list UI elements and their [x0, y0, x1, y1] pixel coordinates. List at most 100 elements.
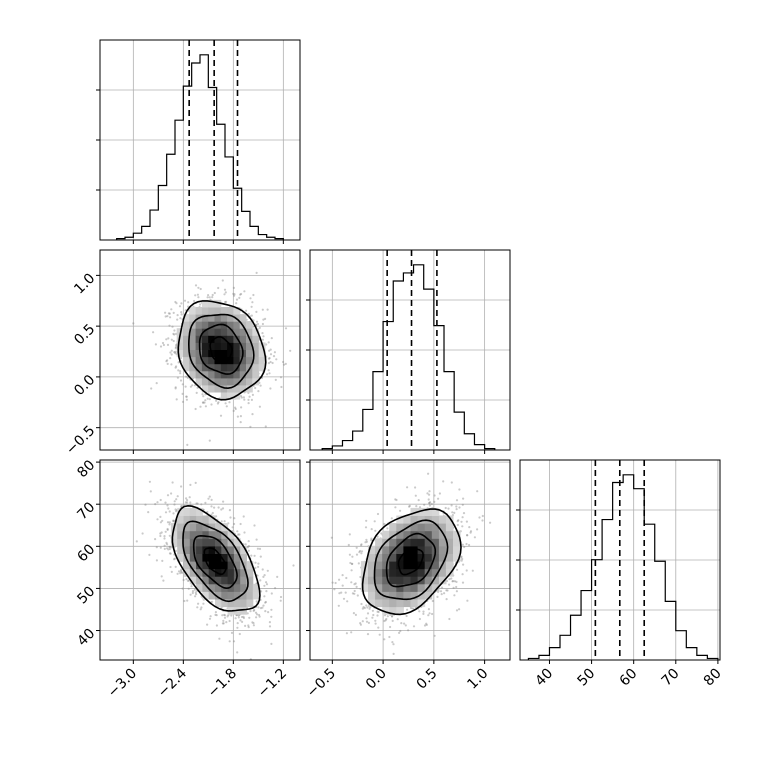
- scatter-point: [176, 314, 179, 317]
- density-cell: [221, 538, 229, 547]
- scatter-point: [222, 619, 225, 623]
- histogram-step: [527, 474, 719, 660]
- density-cell: [424, 561, 433, 570]
- density-cell: [208, 356, 215, 365]
- scatter-point: [238, 632, 241, 636]
- scatter-point: [448, 617, 451, 621]
- density-cell: [227, 314, 234, 322]
- density-cell: [438, 568, 447, 577]
- scatter-point: [247, 540, 250, 543]
- density-cell: [208, 523, 216, 532]
- scatter-point: [213, 291, 216, 295]
- density-cell: [389, 568, 397, 577]
- density-cell: [382, 599, 390, 608]
- density-cell: [208, 515, 216, 524]
- scatter-point: [476, 528, 479, 531]
- scatter-point: [370, 539, 373, 542]
- scatter-point: [189, 385, 192, 388]
- scatter-point: [468, 526, 471, 529]
- density-cell: [189, 507, 197, 516]
- scatter-point: [456, 568, 459, 571]
- density-cell: [208, 591, 216, 600]
- scatter-point: [175, 365, 178, 368]
- scatter-point: [430, 502, 433, 506]
- scatter-point: [368, 607, 371, 610]
- histogram-p0: [96, 40, 300, 244]
- scatter-point: [195, 593, 198, 596]
- density-cell: [445, 545, 454, 554]
- scatter-point: [172, 512, 175, 515]
- scatter-point: [256, 574, 259, 577]
- scatter-point: [172, 520, 175, 523]
- density-cell: [227, 576, 235, 585]
- density-cell: [227, 545, 235, 554]
- density-cell: [176, 349, 184, 358]
- scatter-point: [170, 308, 173, 311]
- scatter-point: [174, 350, 177, 353]
- scatter-point: [270, 337, 273, 340]
- density-cell: [368, 599, 376, 608]
- scatter-point: [168, 547, 171, 551]
- density-cell: [375, 561, 383, 570]
- density-cell: [201, 363, 209, 372]
- density-cell: [221, 576, 229, 585]
- scatter-point: [247, 312, 250, 315]
- scatter-point: [252, 609, 255, 613]
- density-cell: [220, 349, 228, 358]
- scatter-point: [450, 577, 453, 580]
- scatter-point: [238, 296, 241, 299]
- density-cell: [246, 370, 253, 379]
- scatter-point: [159, 546, 162, 549]
- scatter-point: [163, 547, 166, 551]
- scatter-point: [385, 617, 388, 621]
- density-cell: [258, 363, 266, 372]
- scatter-point: [258, 405, 261, 408]
- scatter-point: [188, 496, 191, 499]
- scatter-point: [166, 547, 169, 550]
- scatter-point: [166, 343, 170, 346]
- scatter-point: [448, 583, 451, 586]
- density-cell: [389, 538, 397, 547]
- scatter-point: [180, 311, 183, 314]
- density-cell: [233, 377, 241, 386]
- scatter-point: [169, 316, 172, 319]
- density-cell: [208, 328, 215, 336]
- density-cell: [196, 568, 203, 577]
- scatter-point: [180, 485, 183, 488]
- scatter-point: [275, 358, 278, 361]
- scatter-point: [250, 554, 253, 557]
- density-cell: [438, 576, 447, 585]
- scatter-point: [456, 523, 459, 527]
- scatter-point: [418, 617, 421, 621]
- scatter-point: [437, 497, 440, 500]
- density-cell: [220, 328, 228, 336]
- density-cell: [368, 568, 376, 577]
- density-cell: [208, 342, 215, 350]
- density-cell: [201, 307, 209, 315]
- scatter-point: [255, 310, 258, 313]
- scatter-point: [450, 481, 453, 484]
- scatter-point: [383, 614, 387, 617]
- scatter-point: [456, 520, 459, 523]
- contours: [361, 508, 462, 616]
- density-cell: [201, 335, 209, 343]
- scatter-point: [180, 568, 183, 571]
- scatter-point: [233, 522, 236, 526]
- density-cell: [183, 561, 191, 570]
- density-cell: [214, 349, 222, 358]
- density-cell: [220, 356, 228, 365]
- density-cell: [189, 530, 197, 539]
- scatter-point: [237, 533, 240, 536]
- scatter-point: [169, 351, 172, 354]
- scatter-point: [163, 537, 166, 540]
- scatter-point: [223, 288, 227, 291]
- scatter-point: [168, 545, 172, 549]
- scatter-point: [226, 615, 229, 618]
- scatter-point: [263, 574, 266, 577]
- density-cell: [396, 583, 404, 592]
- density-cell: [195, 363, 203, 372]
- scatter-point: [236, 626, 239, 629]
- scatter-point: [215, 614, 218, 617]
- contour-level: [198, 323, 244, 375]
- scatter-point: [389, 625, 392, 629]
